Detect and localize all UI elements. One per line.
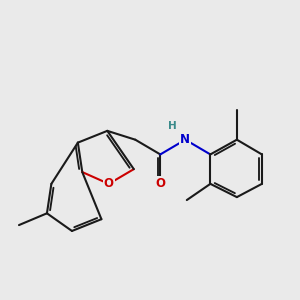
Text: O: O [104,177,114,190]
Text: H: H [168,122,176,131]
Text: O: O [155,177,165,190]
Text: N: N [180,133,190,146]
